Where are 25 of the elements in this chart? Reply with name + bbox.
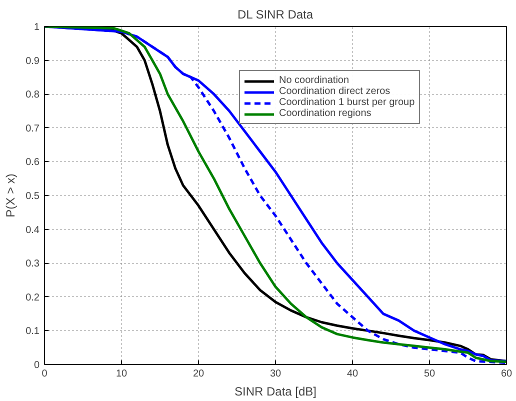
y-tick-label: 0.5 (26, 191, 40, 202)
y-axis-title: P(X > x) (4, 174, 18, 218)
x-tick-label: 10 (116, 368, 128, 380)
x-tick-label: 0 (42, 368, 48, 380)
y-tick-label: 0.3 (26, 258, 40, 270)
y-tick-label: 0 (34, 360, 40, 371)
x-tick-label: 20 (192, 368, 204, 380)
x-axis-title: SINR Data [dB] (234, 384, 317, 398)
y-tick-label: 0.8 (26, 90, 40, 101)
x-tick-label: 50 (424, 368, 436, 380)
y-tick-label: 0.7 (26, 123, 40, 134)
y-tick-label: 0.6 (26, 157, 40, 168)
y-tick-label: 0.9 (26, 56, 40, 67)
legend-label: Coordination direct zeros (279, 86, 390, 97)
legend-label: No coordination (279, 75, 350, 86)
legend-label: Coordination 1 burst per group (279, 97, 415, 108)
x-tick-label: 30 (270, 368, 282, 380)
y-tick-label: 0.1 (26, 326, 40, 338)
legend-label: Coordination regions (279, 108, 372, 119)
y-tick-label: 1 (34, 22, 40, 33)
chart-title: DL SINR Data (237, 8, 314, 22)
x-tick-label: 40 (346, 368, 358, 380)
x-tick-label: 60 (500, 368, 512, 380)
y-tick-label: 0.4 (26, 224, 40, 236)
y-tick-label: 0.2 (26, 292, 40, 304)
